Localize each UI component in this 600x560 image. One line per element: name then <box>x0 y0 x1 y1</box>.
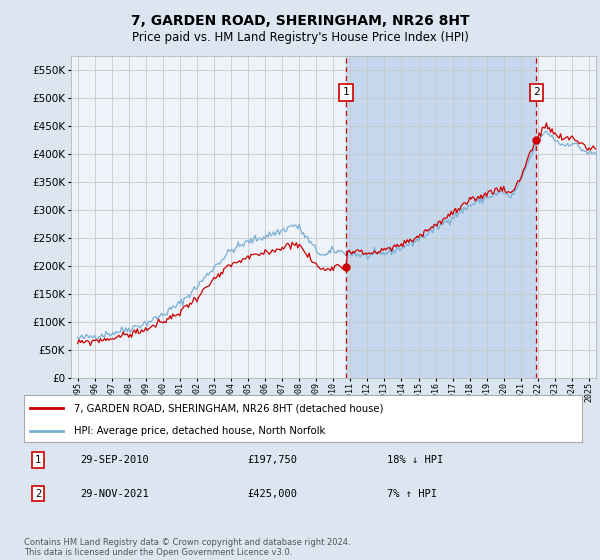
Text: £197,750: £197,750 <box>247 455 297 465</box>
Text: Price paid vs. HM Land Registry's House Price Index (HPI): Price paid vs. HM Land Registry's House … <box>131 31 469 44</box>
Text: HPI: Average price, detached house, North Norfolk: HPI: Average price, detached house, Nort… <box>74 426 325 436</box>
Text: 7, GARDEN ROAD, SHERINGHAM, NR26 8HT (detached house): 7, GARDEN ROAD, SHERINGHAM, NR26 8HT (de… <box>74 403 383 413</box>
Text: 2: 2 <box>35 488 41 498</box>
Bar <box>346 56 536 378</box>
Text: 2: 2 <box>533 87 540 97</box>
Text: 1: 1 <box>35 455 41 465</box>
Text: 29-SEP-2010: 29-SEP-2010 <box>80 455 149 465</box>
Text: 29-NOV-2021: 29-NOV-2021 <box>80 488 149 498</box>
Text: 18% ↓ HPI: 18% ↓ HPI <box>387 455 443 465</box>
Text: 7, GARDEN ROAD, SHERINGHAM, NR26 8HT: 7, GARDEN ROAD, SHERINGHAM, NR26 8HT <box>131 14 469 28</box>
Text: 7% ↑ HPI: 7% ↑ HPI <box>387 488 437 498</box>
Text: 1: 1 <box>343 87 349 97</box>
Text: £425,000: £425,000 <box>247 488 297 498</box>
Text: Contains HM Land Registry data © Crown copyright and database right 2024.
This d: Contains HM Land Registry data © Crown c… <box>24 538 350 557</box>
